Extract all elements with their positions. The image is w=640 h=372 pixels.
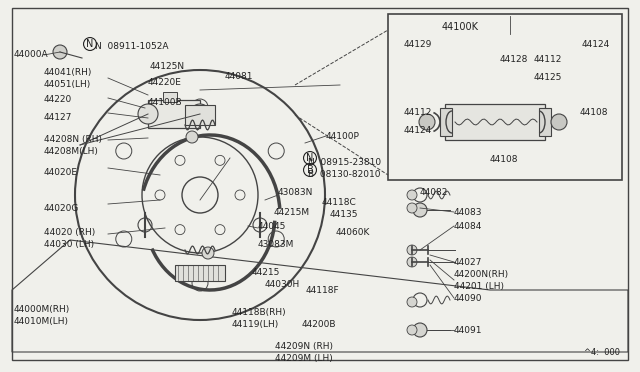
- Text: B  08130-82010: B 08130-82010: [308, 170, 381, 179]
- Bar: [539, 108, 551, 136]
- Circle shape: [407, 245, 417, 255]
- Text: 44112: 44112: [534, 55, 563, 64]
- Circle shape: [551, 114, 567, 130]
- Text: 44200B: 44200B: [302, 320, 337, 329]
- Text: N  08911-1052A: N 08911-1052A: [95, 42, 168, 51]
- Text: 44051(LH): 44051(LH): [44, 80, 92, 89]
- Text: 44128: 44128: [500, 55, 529, 64]
- Text: 44119(LH): 44119(LH): [232, 320, 279, 329]
- Circle shape: [186, 131, 198, 143]
- Circle shape: [407, 190, 417, 200]
- Text: 43083M: 43083M: [258, 240, 294, 249]
- Text: 44090: 44090: [454, 294, 483, 303]
- Text: N  08915-23810: N 08915-23810: [308, 158, 381, 167]
- Text: 44030 (LH): 44030 (LH): [44, 240, 94, 249]
- Circle shape: [138, 104, 158, 124]
- Bar: [163, 92, 177, 102]
- Circle shape: [202, 247, 214, 259]
- Bar: [175, 265, 225, 281]
- Text: 44083: 44083: [454, 208, 483, 217]
- Text: 44084: 44084: [454, 222, 483, 231]
- Bar: [185, 105, 215, 125]
- Circle shape: [190, 104, 210, 124]
- Circle shape: [407, 325, 417, 335]
- Text: 44209N (RH): 44209N (RH): [275, 342, 333, 351]
- Text: 44209M (LH): 44209M (LH): [275, 354, 333, 363]
- Text: 44027: 44027: [454, 258, 483, 267]
- Text: 44100B: 44100B: [148, 98, 182, 107]
- Text: 44091: 44091: [454, 326, 483, 335]
- Text: 44108: 44108: [490, 155, 518, 164]
- Text: 44030H: 44030H: [265, 280, 300, 289]
- Circle shape: [407, 203, 417, 213]
- Text: 44124: 44124: [404, 126, 432, 135]
- Text: 44118F: 44118F: [306, 286, 340, 295]
- Text: 44208N (RH): 44208N (RH): [44, 135, 102, 144]
- Text: 44201 (LH): 44201 (LH): [454, 282, 504, 291]
- Text: 44100K: 44100K: [442, 22, 479, 32]
- Text: 44124: 44124: [582, 40, 611, 49]
- Bar: [440, 108, 452, 136]
- Text: 44060K: 44060K: [336, 228, 371, 237]
- Text: 44118B(RH): 44118B(RH): [232, 308, 287, 317]
- Circle shape: [419, 114, 435, 130]
- Text: 44112: 44112: [404, 108, 433, 117]
- Text: 44220: 44220: [44, 95, 72, 104]
- Text: 44041(RH): 44041(RH): [44, 68, 92, 77]
- Text: N: N: [86, 39, 93, 49]
- Text: 44000M(RH): 44000M(RH): [14, 305, 70, 314]
- Text: 44108: 44108: [580, 108, 609, 117]
- Text: N: N: [307, 153, 314, 163]
- Text: 44135: 44135: [330, 210, 358, 219]
- Text: ^4:  000: ^4: 000: [584, 348, 620, 357]
- Circle shape: [413, 203, 427, 217]
- Text: 44000A: 44000A: [14, 50, 49, 59]
- Text: 43083N: 43083N: [278, 188, 314, 197]
- Text: 44215M: 44215M: [274, 208, 310, 217]
- Text: 44100P: 44100P: [326, 132, 360, 141]
- Circle shape: [413, 323, 427, 337]
- Circle shape: [407, 297, 417, 307]
- Bar: [445, 104, 545, 140]
- Circle shape: [407, 257, 417, 267]
- Text: 44200N(RH): 44200N(RH): [454, 270, 509, 279]
- Bar: [148, 100, 200, 128]
- Text: 44215: 44215: [252, 268, 280, 277]
- Text: 44125: 44125: [534, 73, 563, 82]
- Circle shape: [53, 45, 67, 59]
- Text: 44125N: 44125N: [150, 62, 185, 71]
- Text: 44010M(LH): 44010M(LH): [14, 317, 69, 326]
- Text: 44118C: 44118C: [322, 198, 356, 207]
- Text: 44020G: 44020G: [44, 204, 79, 213]
- Text: 44020E: 44020E: [44, 168, 78, 177]
- Text: B: B: [307, 165, 314, 175]
- Text: 44045: 44045: [258, 222, 286, 231]
- Bar: [388, 14, 622, 180]
- Text: 44208M(LH): 44208M(LH): [44, 147, 99, 156]
- Text: 44020 (RH): 44020 (RH): [44, 228, 95, 237]
- Text: 44081: 44081: [225, 72, 253, 81]
- Text: 44127: 44127: [44, 113, 72, 122]
- Text: 44220E: 44220E: [148, 78, 182, 87]
- Text: 44082: 44082: [420, 188, 449, 197]
- Text: 44129: 44129: [404, 40, 433, 49]
